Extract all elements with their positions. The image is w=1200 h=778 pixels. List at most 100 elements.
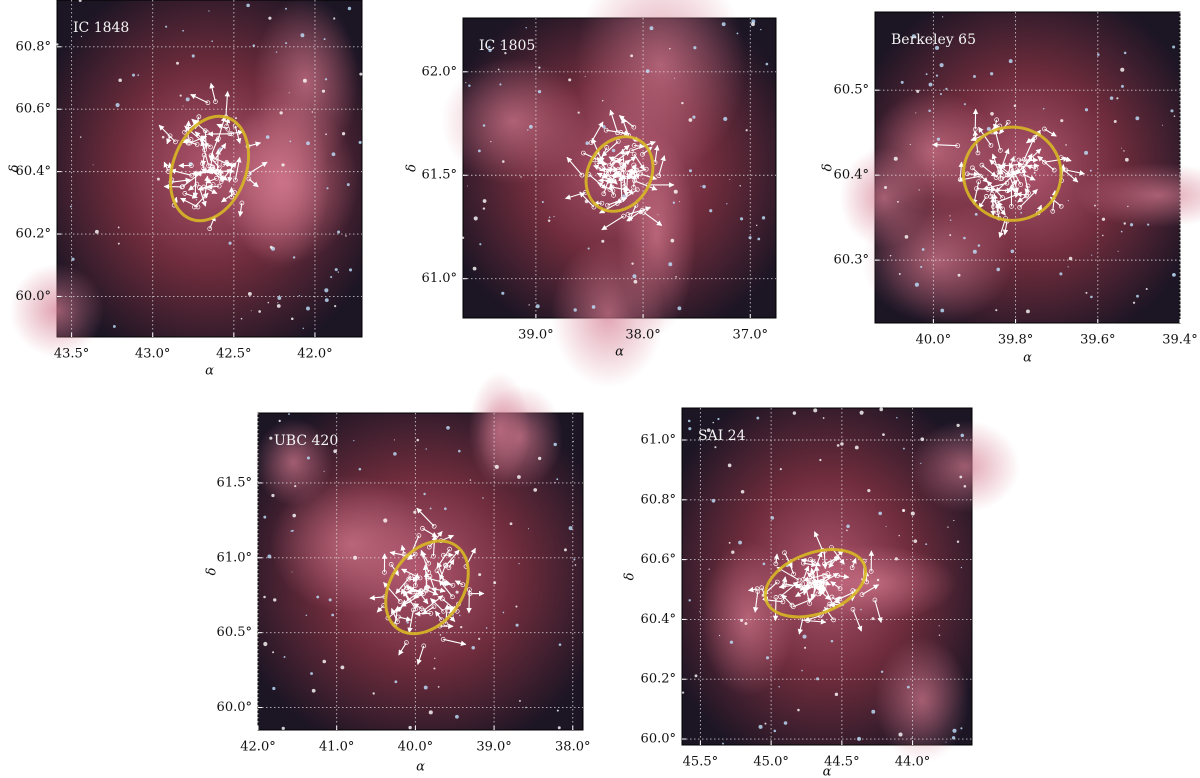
star-marker: [441, 608, 446, 614]
star: [834, 692, 839, 697]
star: [455, 714, 459, 719]
star: [1085, 291, 1088, 294]
star: [247, 291, 252, 296]
star-marker: [239, 200, 245, 206]
star: [347, 6, 352, 11]
star-marker: [631, 162, 637, 168]
star-marker: [205, 100, 211, 106]
star-marker: [791, 571, 797, 577]
star-marker: [229, 162, 235, 168]
star: [920, 265, 923, 269]
star: [959, 475, 963, 479]
star: [692, 115, 696, 119]
star: [904, 235, 909, 239]
motion-arrow: [993, 128, 1001, 151]
star: [673, 189, 678, 194]
star: [406, 621, 409, 624]
star-marker: [208, 153, 214, 159]
star: [458, 614, 461, 617]
star: [723, 116, 728, 122]
star-marker: [605, 202, 610, 208]
motion-arrow: [448, 558, 455, 569]
star: [548, 216, 551, 219]
star: [694, 674, 698, 678]
star-marker: [773, 595, 779, 600]
motion-arrow: [234, 156, 242, 181]
y-tick-label: 60.2°: [641, 672, 676, 687]
star-marker: [805, 578, 811, 583]
star: [722, 742, 724, 745]
star: [1026, 309, 1030, 314]
motion-arrow: [1037, 155, 1055, 171]
star: [687, 419, 691, 423]
star: [117, 242, 120, 245]
star: [330, 275, 333, 279]
star: [1067, 199, 1069, 202]
star: [250, 310, 252, 312]
y-tick-label: 60.5°: [217, 625, 252, 640]
star-marker: [412, 551, 418, 557]
motion-arrow: [626, 209, 643, 222]
star: [911, 34, 916, 39]
y-tick-label: 60.4°: [16, 164, 51, 179]
motion-arrow: [992, 119, 999, 130]
star: [472, 266, 477, 271]
star-marker: [232, 177, 238, 183]
star-marker: [212, 157, 217, 163]
star: [1162, 124, 1164, 126]
motion-arrow: [643, 211, 663, 227]
y-axis-label: δ: [623, 572, 638, 580]
star-marker: [601, 191, 607, 197]
star: [429, 507, 432, 510]
star-marker: [424, 584, 430, 590]
star-marker: [634, 187, 640, 193]
motion-arrow: [606, 173, 620, 185]
star: [587, 247, 590, 250]
star-marker: [396, 614, 401, 620]
star: [428, 710, 433, 715]
star: [291, 529, 294, 532]
star-marker: [997, 176, 1003, 181]
star: [263, 641, 268, 647]
star: [497, 68, 500, 71]
star: [876, 578, 880, 582]
star: [455, 590, 459, 594]
star: [1135, 116, 1140, 121]
star: [708, 568, 710, 570]
star: [649, 26, 654, 31]
star: [846, 529, 848, 532]
nebula: [1074, 163, 1200, 228]
star: [934, 45, 940, 50]
star-marker: [431, 523, 437, 529]
star-marker: [192, 204, 197, 210]
motion-arrow: [1025, 133, 1039, 144]
star-marker: [603, 127, 609, 133]
motion-arrow: [387, 606, 403, 619]
motion-arrow: [807, 619, 827, 625]
star: [751, 22, 755, 27]
cluster-ellipse: [168, 114, 251, 223]
star-marker: [189, 172, 195, 178]
motion-arrow: [852, 609, 863, 632]
y-tick-label: 60.6°: [16, 102, 51, 117]
star-marker: [207, 226, 213, 231]
star: [331, 613, 335, 617]
x-tick-label: 43.5°: [54, 347, 89, 362]
motion-arrow: [620, 148, 626, 167]
star: [898, 732, 903, 737]
star: [591, 305, 596, 309]
star-marker: [196, 114, 202, 120]
motion-arrow: [391, 608, 398, 622]
star: [1172, 45, 1176, 49]
motion-arrow: [436, 548, 451, 569]
star: [478, 573, 482, 577]
motion-arrow: [416, 645, 425, 665]
star: [893, 156, 898, 161]
y-tick-label: 60.8°: [16, 39, 51, 54]
x-axis-label: α: [416, 760, 425, 775]
star-marker: [1025, 183, 1031, 189]
star-marker: [782, 581, 788, 587]
y-tick-label: 60.4°: [641, 612, 676, 627]
y-tick-label: 60.0°: [641, 732, 676, 747]
star-marker: [821, 579, 827, 584]
